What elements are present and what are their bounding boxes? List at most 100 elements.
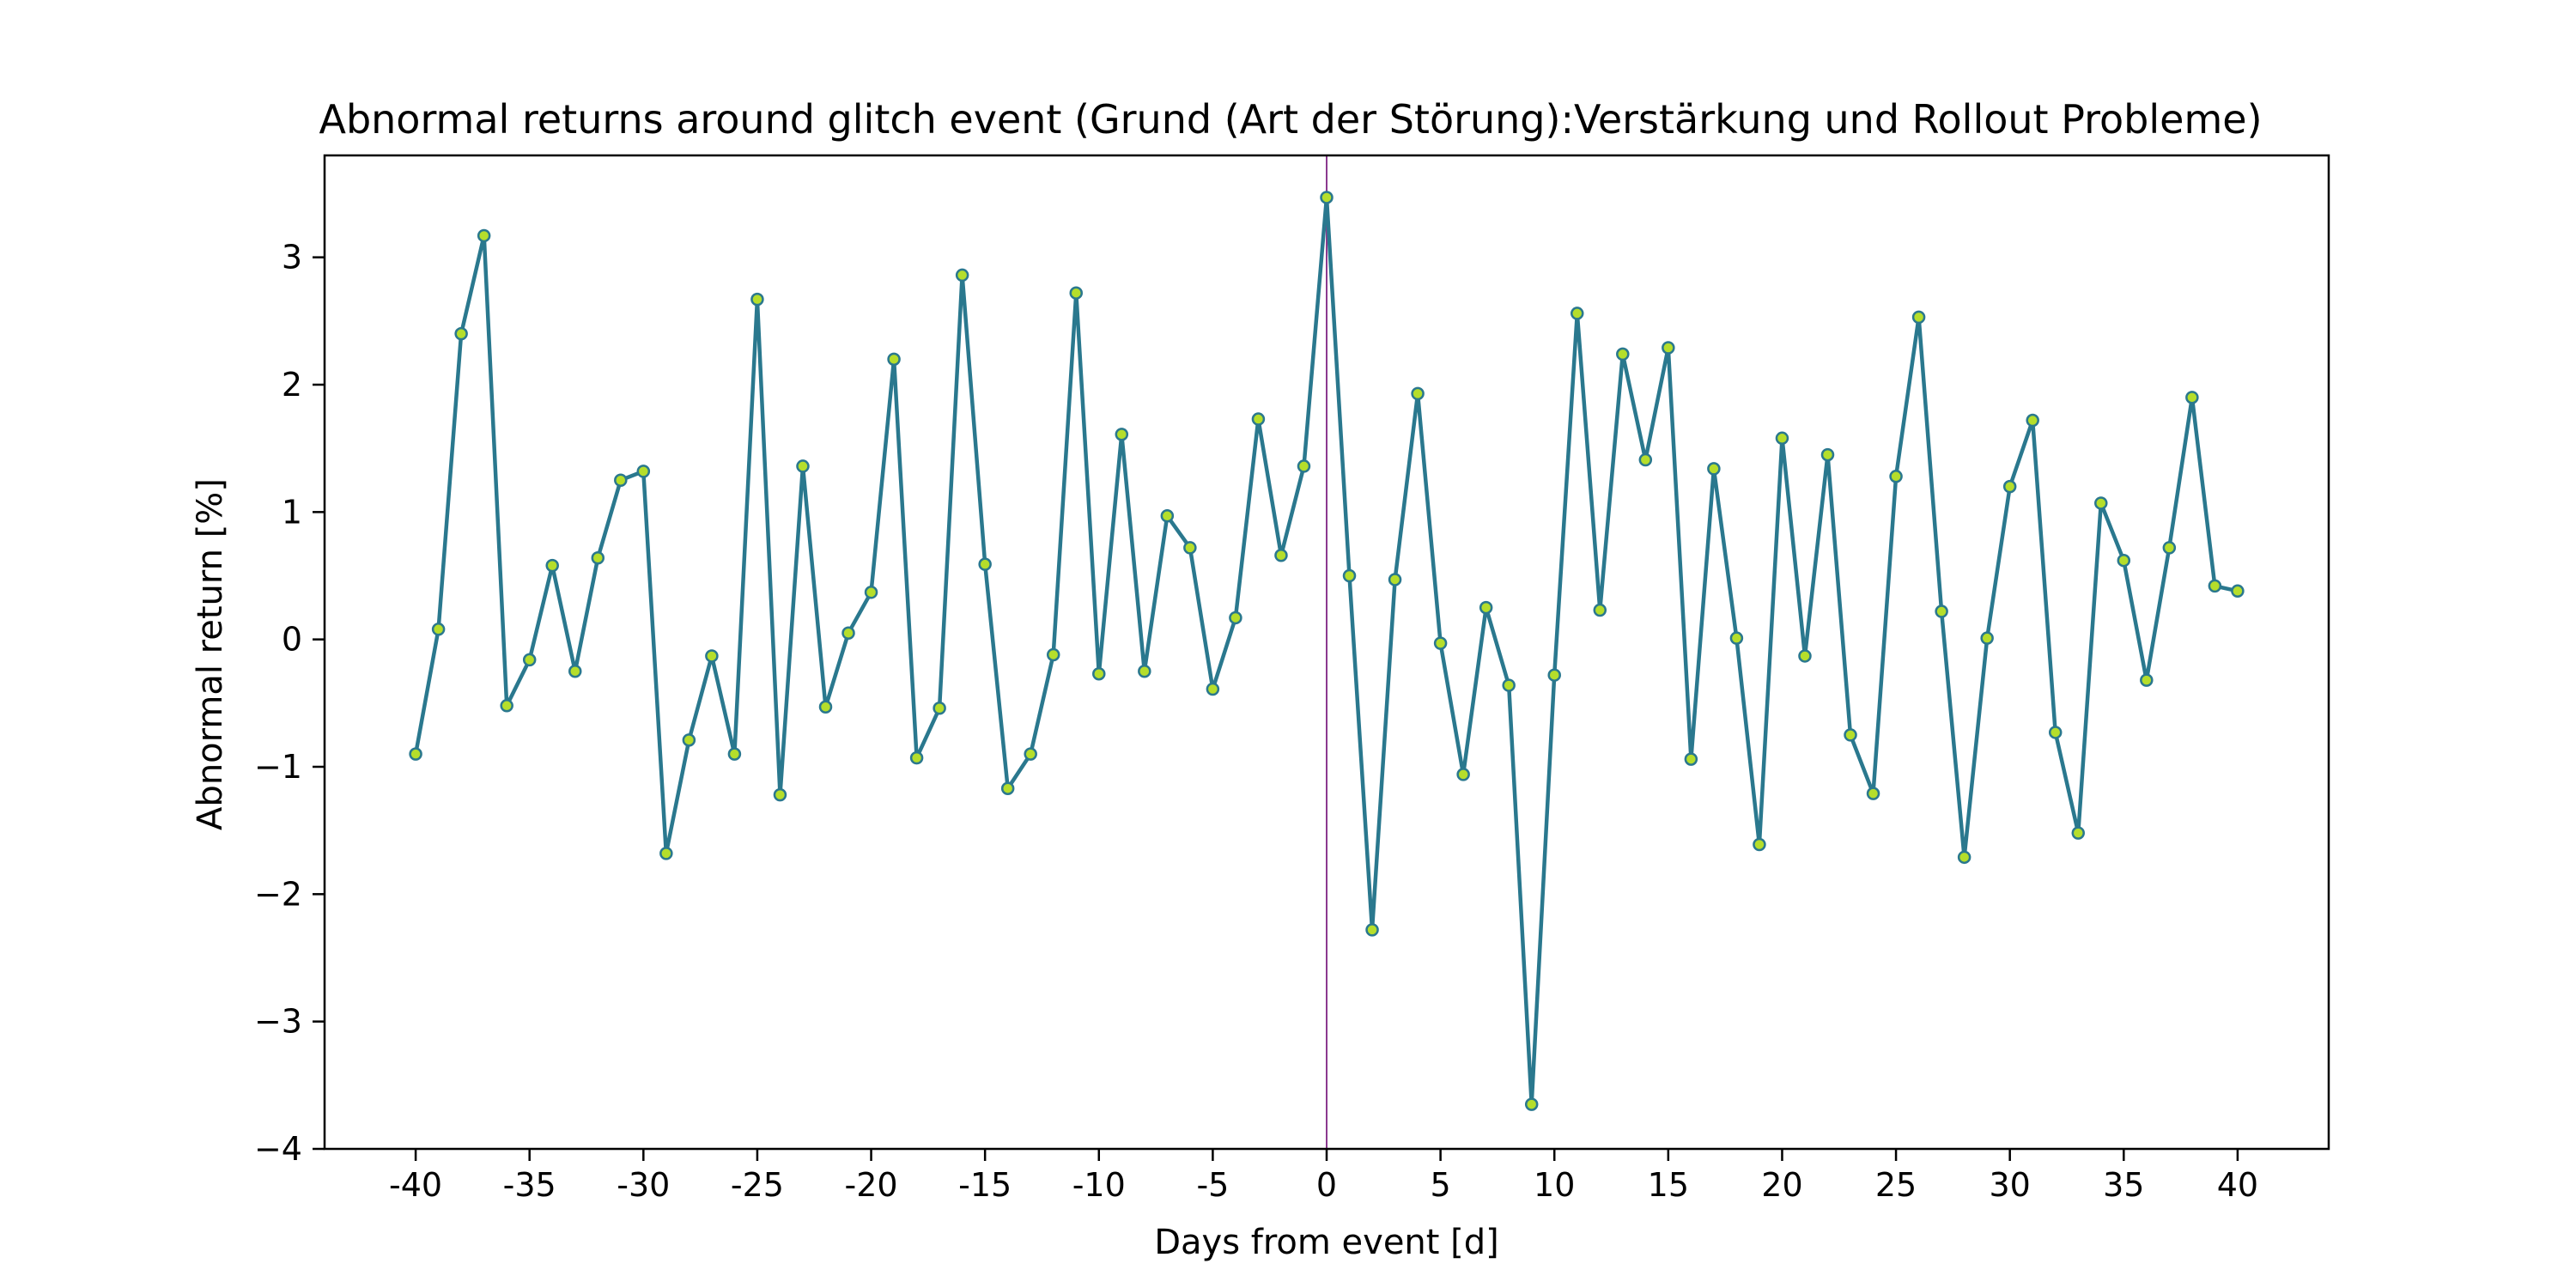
- data-point: [1456, 768, 1470, 781]
- y-tick-label: −1: [254, 748, 302, 786]
- data-point: [1593, 603, 1607, 617]
- data-point: [659, 847, 673, 860]
- data-point: [818, 700, 833, 714]
- y-tick-label: −4: [254, 1130, 302, 1168]
- data-point: [1388, 573, 1402, 586]
- x-tick-label: -10: [1072, 1166, 1126, 1204]
- data-point: [1820, 447, 1835, 462]
- data-point: [2140, 673, 2154, 687]
- x-axis: -40 -35 -30 -25 -20 -15 -10 -5 0 5 10 15 20 25 30 35 40: [389, 1149, 2258, 1204]
- data-point: [591, 550, 605, 565]
- data-point: [887, 352, 901, 367]
- data-point: [1524, 1097, 1539, 1111]
- data-point: [1342, 568, 1357, 583]
- data-point: [1889, 470, 1903, 483]
- data-point: [1844, 728, 1857, 742]
- x-tick-label: 10: [1534, 1166, 1575, 1204]
- x-tick-label: -40: [389, 1166, 442, 1204]
- x-tick-label: 30: [1990, 1166, 2031, 1204]
- data-point: [1707, 462, 1721, 476]
- x-tick-label: 40: [2217, 1166, 2258, 1204]
- data-point: [1115, 428, 1129, 441]
- x-tick-label: 0: [1316, 1166, 1337, 1204]
- data-point: [1092, 666, 1106, 681]
- plot-area: [409, 155, 2245, 1149]
- x-axis-label: Days from event [d]: [1154, 1223, 1499, 1262]
- x-tick-label: 20: [1761, 1166, 1802, 1204]
- data-point: [545, 558, 559, 573]
- data-point: [2094, 496, 2108, 510]
- x-tick-label: -25: [731, 1166, 784, 1204]
- data-point: [1729, 631, 1744, 645]
- data-point: [2117, 553, 2131, 568]
- data-point: [1229, 611, 1242, 625]
- data-point: [454, 326, 468, 341]
- y-tick-label: −2: [254, 875, 302, 913]
- data-point: [2026, 413, 2039, 428]
- data-point: [2208, 579, 2222, 593]
- data-point: [1775, 431, 1789, 446]
- data-point: [1069, 286, 1083, 300]
- data-point: [773, 787, 787, 802]
- data-point: [1320, 191, 1334, 204]
- data-point: [1798, 649, 1812, 663]
- data-point: [705, 649, 719, 663]
- data-point: [568, 665, 582, 678]
- y-tick-label: −3: [254, 1003, 302, 1041]
- data-point: [1183, 541, 1197, 555]
- data-point: [1274, 549, 1288, 562]
- data-point: [1866, 787, 1880, 800]
- data-point: [2231, 584, 2245, 598]
- data-point: [727, 747, 742, 761]
- data-point: [796, 459, 810, 473]
- data-point: [477, 228, 491, 243]
- data-point: [2162, 541, 2177, 555]
- data-point: [2002, 479, 2017, 494]
- y-axis: −4 −3 −2 −1 0 1 2 3: [254, 239, 325, 1168]
- x-tick-label: 5: [1431, 1166, 1451, 1204]
- y-tick-label: 1: [282, 493, 302, 531]
- data-point: [2185, 391, 2199, 404]
- data-point: [614, 473, 628, 487]
- data-point: [2071, 826, 2085, 840]
- x-tick-label: 25: [1875, 1166, 1917, 1204]
- data-point: [1251, 412, 1266, 426]
- data-point: [522, 653, 537, 667]
- data-point: [1616, 347, 1630, 361]
- data-point: [1365, 923, 1379, 937]
- data-point: [1684, 752, 1698, 766]
- data-point: [750, 292, 764, 307]
- data-point: [933, 702, 946, 715]
- data-point: [1753, 837, 1766, 852]
- data-point: [409, 747, 422, 761]
- data-point: [1433, 636, 1448, 650]
- data-point: [431, 623, 446, 636]
- x-tick-label: -15: [958, 1166, 1012, 1204]
- data-point: [1547, 668, 1561, 682]
- y-axis-label: Abnormal return [%]: [191, 478, 230, 830]
- y-tick-label: 3: [282, 239, 302, 276]
- data-point: [500, 699, 513, 713]
- data-point: [1935, 605, 1948, 618]
- data-point: [864, 586, 878, 599]
- chart-title: Abnormal returns around glitch event (Gr…: [319, 96, 2262, 143]
- data-point: [1980, 631, 1994, 645]
- data-point: [2048, 726, 2063, 739]
- data-point: [841, 626, 855, 640]
- data-point: [1046, 647, 1060, 662]
- x-tick-label: -20: [845, 1166, 898, 1204]
- data-point: [1411, 386, 1425, 401]
- data-point: [1502, 678, 1516, 692]
- data-point: [1206, 682, 1220, 696]
- data-point: [1297, 459, 1311, 473]
- data-point: [978, 557, 992, 571]
- data-point: [1957, 850, 1971, 865]
- data-point: [1479, 600, 1493, 615]
- x-tick-label: -35: [503, 1166, 556, 1204]
- y-tick-label: 2: [282, 366, 302, 404]
- data-point: [955, 268, 969, 283]
- x-tick-label: -5: [1196, 1166, 1229, 1204]
- data-point: [1571, 307, 1584, 320]
- data-point: [1000, 781, 1015, 795]
